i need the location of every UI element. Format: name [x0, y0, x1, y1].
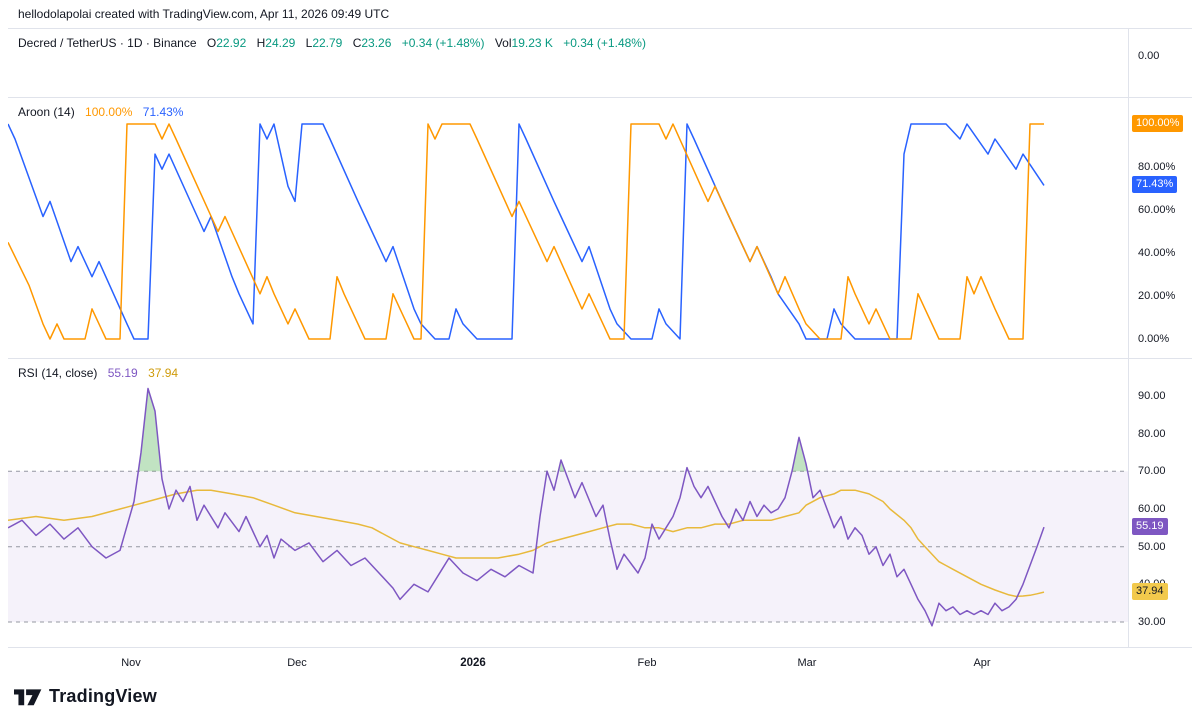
tradingview-logo-icon	[14, 688, 42, 705]
high-label: H	[256, 36, 266, 50]
rsi-value: 55.19	[107, 366, 138, 380]
aroon-pane[interactable]: Aroon (14) 100.00% 71.43% 100.00% 80.00%…	[8, 98, 1193, 359]
time-axis-label-feb: Feb	[637, 657, 657, 669]
series-line-rsi	[8, 387, 1045, 627]
aroon-down-price-badge: 71.43%	[1132, 176, 1178, 193]
rsi-axis-label: 30.00	[1138, 616, 1166, 628]
rsi-axis[interactable]: 90.00 80.00 70.00 60.00 50.00 40.00 30.0…	[1128, 359, 1193, 647]
aroon-legend-title: Aroon (14)	[18, 105, 75, 119]
rsi-price-badge: 55.19	[1132, 518, 1168, 535]
series-line-rsi-based-ma	[8, 489, 1045, 598]
rsi-overbought-fill	[138, 388, 162, 472]
low-value: 22.79	[312, 36, 343, 50]
aroon-up-value: 100.00%	[85, 105, 133, 119]
price-axis-label: 0.00	[1138, 50, 1160, 62]
chart-container: Decred / TetherUS · 1D · Binance O22.92 …	[8, 28, 1193, 681]
series-line-aroon-up	[8, 123, 1044, 340]
series-line-aroon-down	[8, 123, 1045, 340]
attribution-text: hellodolapolai created with TradingView.…	[18, 7, 390, 21]
open-value: 22.92	[216, 36, 247, 50]
aroon-axis-label: 20.00%	[1138, 290, 1176, 302]
open-label: O	[206, 36, 217, 50]
rsi-axis-label: 50.00	[1138, 541, 1166, 553]
change-value: +0.34 (+1.48%)	[401, 36, 485, 50]
aroon-axis-label: 60.00%	[1138, 204, 1176, 216]
close-value: 23.26	[361, 36, 392, 50]
rsi-ma-price-badge: 37.94	[1132, 583, 1168, 600]
aroon-axis-label: 80.00%	[1138, 161, 1176, 173]
time-axis-label-nov: Nov	[121, 657, 141, 669]
time-axis-label-mar: Mar	[797, 657, 817, 669]
rsi-legend: RSI (14, close) 55.19 37.94	[18, 366, 178, 380]
price-axis[interactable]: 0.00	[1128, 29, 1193, 97]
rsi-overbought-fill	[792, 437, 808, 472]
price-pane[interactable]: Decred / TetherUS · 1D · Binance O22.92 …	[8, 29, 1193, 98]
tradingview-logo-text: TradingView	[49, 686, 157, 706]
aroon-axis-label: 40.00%	[1138, 247, 1176, 259]
aroon-plot[interactable]	[8, 98, 1128, 359]
rsi-legend-title: RSI (14, close)	[18, 366, 98, 380]
symbol-legend: Decred / TetherUS · 1D · Binance O22.92 …	[18, 36, 646, 50]
rsi-axis-label: 60.00	[1138, 503, 1166, 515]
aroon-down-value: 71.43%	[142, 105, 184, 119]
high-value: 24.29	[265, 36, 296, 50]
aroon-legend: Aroon (14) 100.00% 71.43%	[18, 105, 183, 119]
rsi-pane[interactable]: RSI (14, close) 55.19 37.94 90.00 80.00 …	[8, 359, 1193, 648]
aroon-up-price-badge: 100.00%	[1132, 115, 1184, 132]
volume-value: 19.23 K	[511, 36, 553, 50]
close-label: C	[352, 36, 362, 50]
volume-label: Vol	[494, 36, 512, 50]
time-axis-label-2026: 2026	[460, 657, 486, 669]
rsi-axis-label: 90.00	[1138, 390, 1166, 402]
rsi-axis-label: 80.00	[1138, 428, 1166, 440]
volume-change-value: +0.34 (+1.48%)	[563, 36, 646, 50]
rsi-ma-value: 37.94	[148, 366, 179, 380]
aroon-axis[interactable]: 100.00% 80.00% 60.00% 40.00% 20.00% 0.00…	[1128, 98, 1193, 358]
low-label: L	[305, 36, 313, 50]
rsi-axis-label: 70.00	[1138, 465, 1166, 477]
time-axis-label-apr: Apr	[973, 657, 991, 669]
rsi-plot[interactable]	[8, 359, 1128, 648]
time-axis-label-dec: Dec	[287, 657, 307, 669]
aroon-axis-label: 0.00%	[1138, 333, 1170, 345]
tradingview-logo[interactable]: TradingView	[14, 686, 157, 707]
symbol-title: Decred / TetherUS · 1D · Binance	[18, 36, 197, 50]
time-axis[interactable]: Nov Dec 2026 Feb Mar Apr	[8, 648, 1192, 681]
